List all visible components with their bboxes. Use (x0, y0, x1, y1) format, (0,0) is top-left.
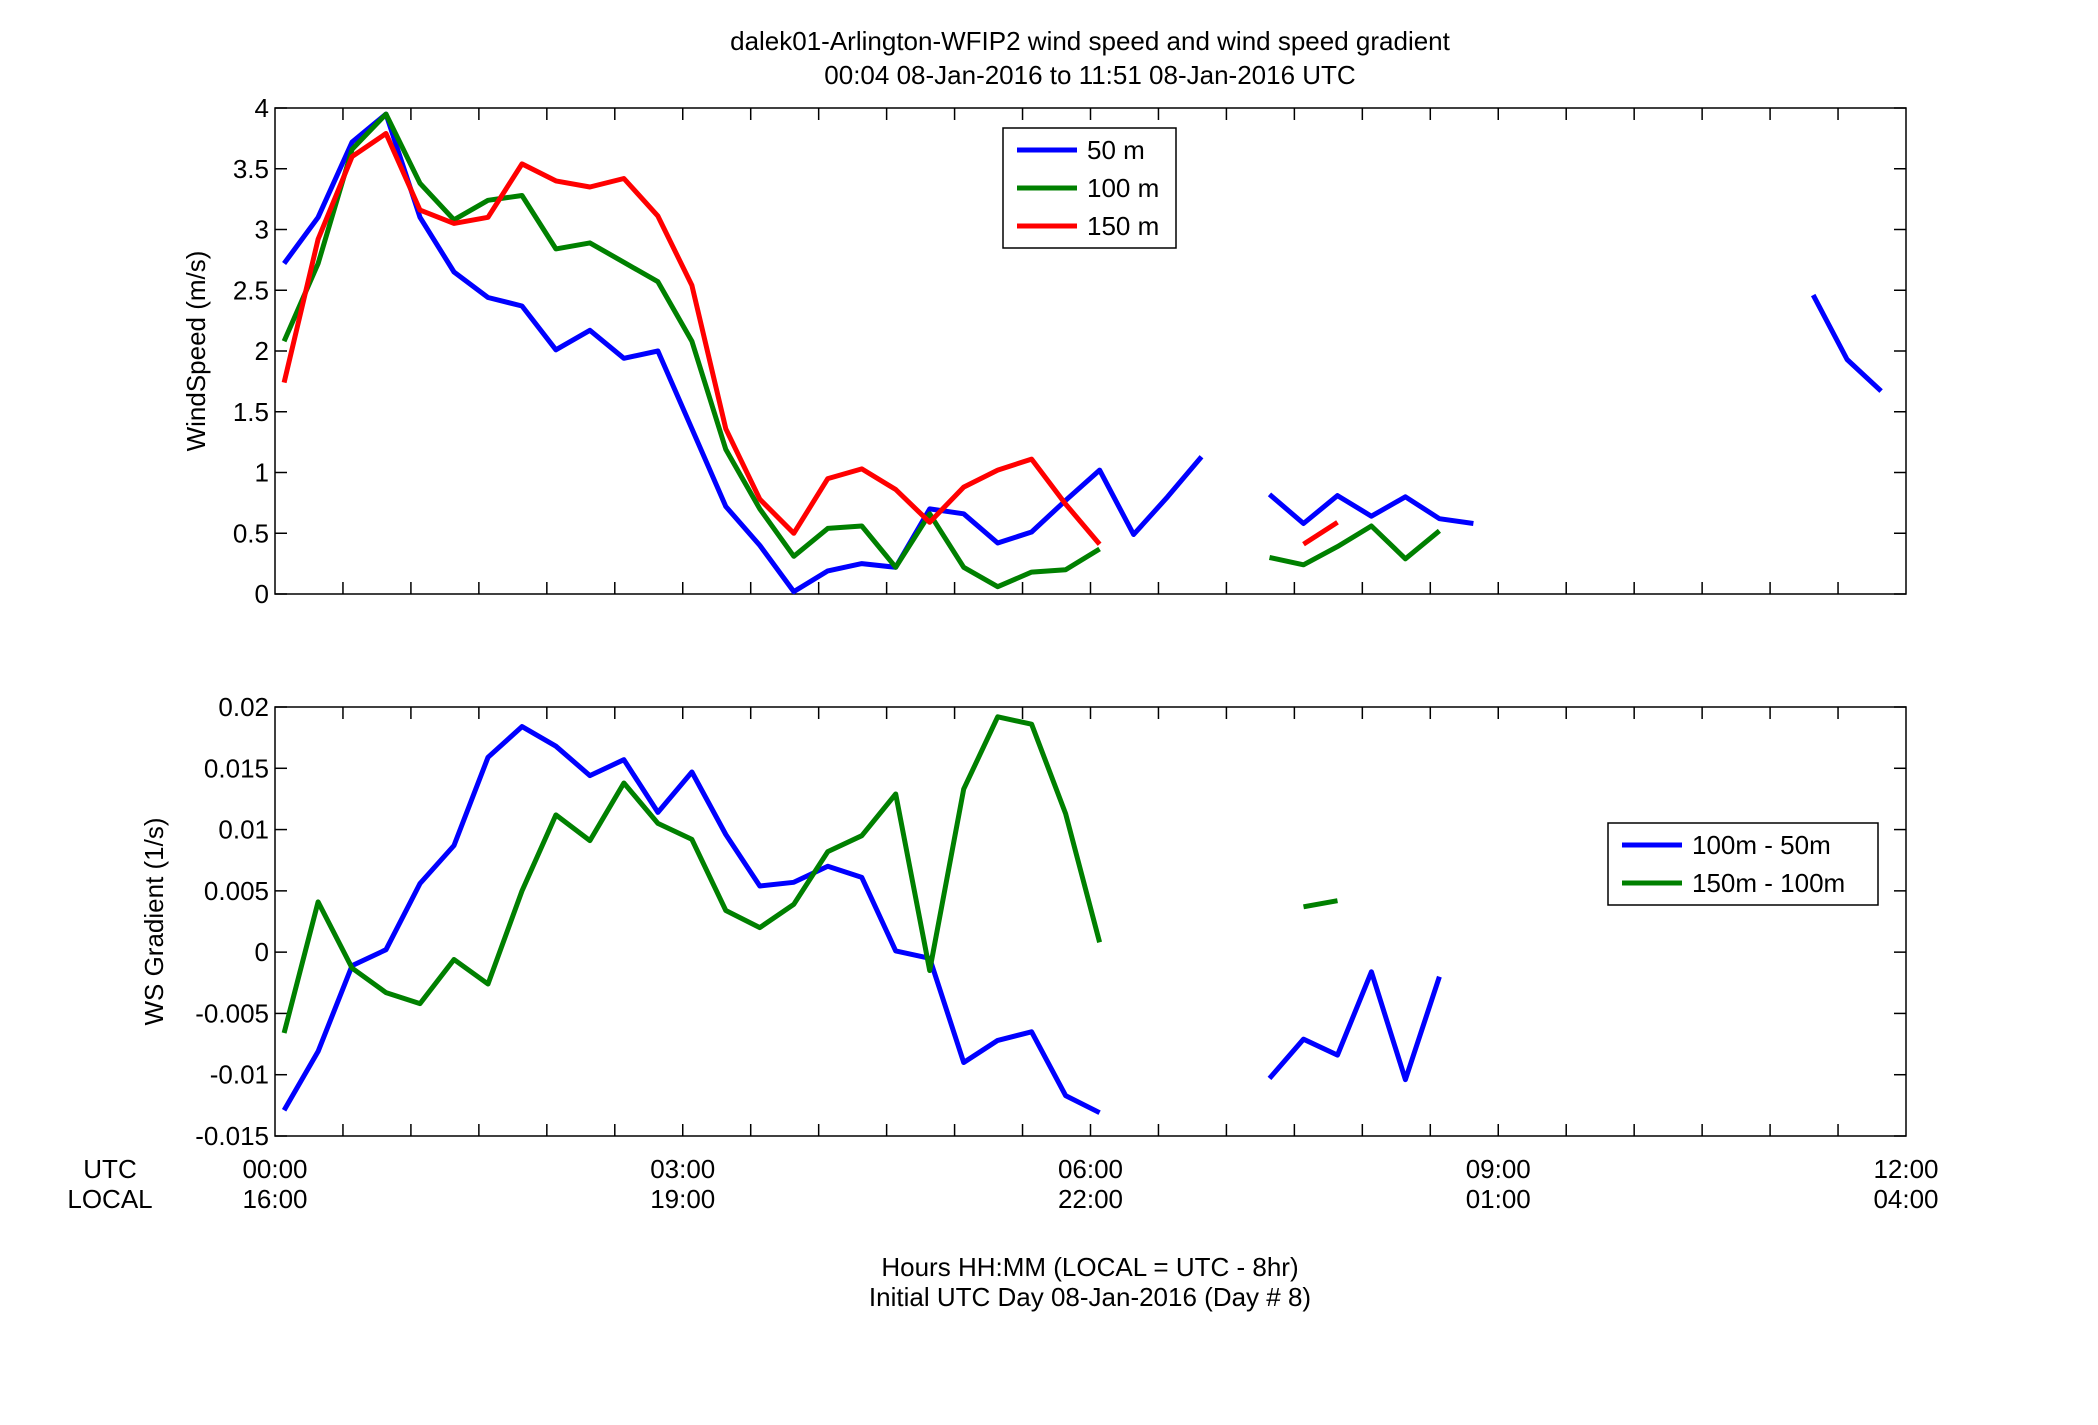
windspeed-y-tick-label: 1 (255, 458, 269, 488)
gradient-y-tick-label: 0.015 (204, 753, 269, 783)
x-tick-label-utc: 12:00 (1873, 1154, 1938, 1184)
gradient-legend-label: 100m - 50m (1692, 830, 1831, 860)
x-tick-label-local: 22:00 (1058, 1184, 1123, 1214)
x-tick-label-local: 16:00 (242, 1184, 307, 1214)
gradient-series-line-1 (1303, 898, 1338, 910)
gradient-y-tick-label: -0.005 (195, 998, 269, 1028)
x-tick-label-utc: 06:00 (1058, 1154, 1123, 1184)
windspeed-y-tick-label: 2 (255, 336, 269, 366)
gradient-legend-label: 150m - 100m (1692, 868, 1845, 898)
windspeed-y-tick-label: 2.5 (233, 275, 269, 305)
windspeed-series-line-2 (281, 131, 1102, 546)
gradient-y-axis-label: WS Gradient (1/s) (139, 817, 169, 1025)
row-label-utc: UTC (83, 1154, 136, 1184)
figure-title-line1: dalek01-Arlington-WFIP2 wind speed and w… (730, 26, 1451, 56)
windspeed-series-line-1 (281, 111, 1101, 590)
figure-title-line2: 00:04 08-Jan-2016 to 11:51 08-Jan-2016 U… (824, 60, 1355, 90)
gradient-y-tick-label: 0.005 (204, 876, 269, 906)
windspeed-legend-label: 150 m (1087, 211, 1159, 241)
x-tick-label-utc: 09:00 (1466, 1154, 1531, 1184)
windspeed-y-tick-label: 3.5 (233, 154, 269, 184)
x-tick-label-utc: 00:00 (242, 1154, 307, 1184)
windspeed-series-line-1 (1268, 523, 1441, 568)
x-axis-label-line1: Hours HH:MM (LOCAL = UTC - 8hr) (881, 1252, 1298, 1282)
windspeed-y-axis-label: WindSpeed (m/s) (181, 251, 211, 452)
gradient-y-tick-label: -0.01 (210, 1060, 269, 1090)
gradient-series-line-0 (1267, 969, 1442, 1083)
windspeed-y-tick-label: 1.5 (233, 397, 269, 427)
gradient-y-tick-label: 0.02 (218, 692, 269, 722)
windspeed-series-line-0 (282, 111, 1204, 595)
x-tick-label-local: 04:00 (1873, 1184, 1938, 1214)
gradient-y-tick-label: 0 (255, 937, 269, 967)
gradient-legend (1607, 822, 1879, 906)
x-axis-label-line2: Initial UTC Day 08-Jan-2016 (Day # 8) (869, 1282, 1311, 1312)
windspeed-panel: 0 0.5 1 1.5 2 2.5 3 3.5 4 WindSpeed (m/s) 50 m 100 … (181, 93, 1907, 609)
x-tick-label-utc: 03:00 (650, 1154, 715, 1184)
windspeed-legend-label: 100 m (1087, 173, 1159, 203)
x-tick-label-local: 01:00 (1466, 1184, 1531, 1214)
windspeed-y-tick-label: 0.5 (233, 518, 269, 548)
x-tick-label-local: 19:00 (650, 1184, 715, 1214)
windspeed-series-line-2 (1302, 520, 1339, 547)
gradient-y-tick-label: -0.015 (195, 1121, 269, 1151)
windspeed-y-tick-label: 0 (255, 579, 269, 609)
gradient-series-line-1 (281, 714, 1103, 1034)
windspeed-series-line-0 (1810, 293, 1883, 393)
row-label-local: LOCAL (67, 1184, 152, 1214)
gradient-y-tick-label: 0.01 (218, 815, 269, 845)
gradient-series-line-0 (281, 724, 1101, 1115)
windspeed-y-tick-label: 3 (255, 215, 269, 245)
windspeed-y-tick-label: 4 (255, 93, 269, 123)
windspeed-series-line-0 (1267, 492, 1474, 526)
gradient-panel: -0.015 -0.01 -0.005 0 0.005 0.01 0.015 0.02 WS G… (139, 692, 1907, 1151)
windspeed-legend-label: 50 m (1087, 135, 1145, 165)
